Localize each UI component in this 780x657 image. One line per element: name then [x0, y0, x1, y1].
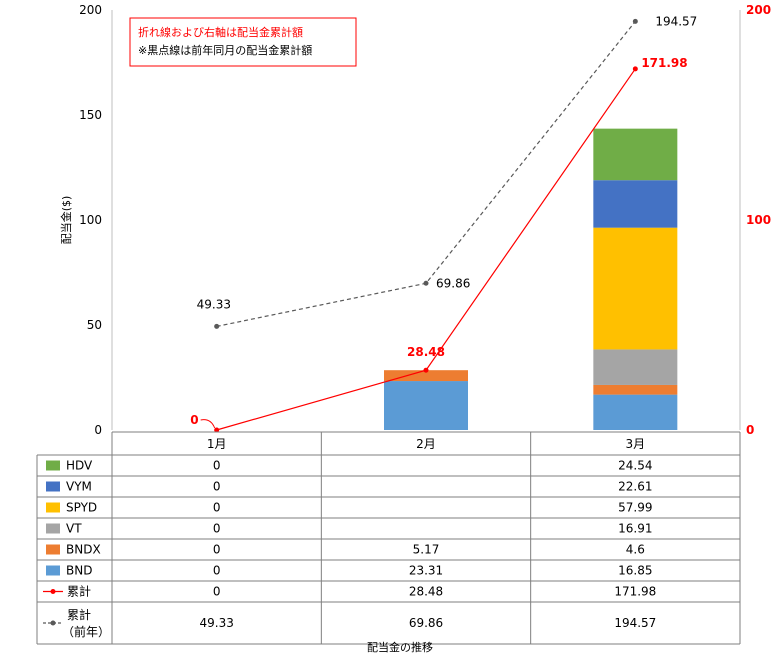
- point-cumulative: [423, 367, 429, 373]
- table-cell: 69.86: [409, 616, 443, 630]
- label-prev-year: 49.33: [197, 297, 231, 311]
- label-prev-year: 194.57: [655, 14, 697, 28]
- bar-spyd: [593, 227, 678, 350]
- table-cell: 0: [213, 522, 221, 536]
- table-cell: 0: [213, 564, 221, 578]
- y2-tick-label: 100: [746, 213, 771, 227]
- table-cell: 0: [213, 459, 221, 473]
- table-cell: 171.98: [614, 585, 656, 599]
- line-prev-year-cumulative: [216, 21, 636, 327]
- table-cell: 24.54: [618, 459, 652, 473]
- point-prev-year: [214, 323, 220, 329]
- legend-swatch: [46, 565, 60, 576]
- legend-swatch: [46, 544, 60, 555]
- table-cell: 49.33: [199, 616, 233, 630]
- legend-label: VYM: [66, 480, 92, 494]
- bar-bndx: [593, 384, 678, 395]
- table-cell: 0: [213, 585, 221, 599]
- table-cell: 57.99: [618, 501, 652, 515]
- table-cell: 16.91: [618, 522, 652, 536]
- table-cell: 22.61: [618, 480, 652, 494]
- y-axis-title: 配当金($): [59, 196, 73, 245]
- table-cell: 0: [213, 501, 221, 515]
- legend-swatch: [46, 481, 60, 492]
- note-line-1: 折れ線および右軸は配当金累計額: [138, 25, 303, 39]
- bar-hdv: [593, 128, 678, 181]
- label-cumulative: 0: [190, 413, 198, 427]
- legend-label: HDV: [66, 459, 93, 473]
- table-cell: 0: [213, 480, 221, 494]
- label-prev-year: 69.86: [436, 276, 470, 290]
- legend-label: SPYD: [66, 501, 97, 515]
- note-box: [129, 17, 357, 67]
- legend-label: 累計: [67, 584, 91, 599]
- legend-swatch: [46, 460, 60, 471]
- label-cumulative: 28.48: [407, 345, 445, 359]
- label-leader: [200, 419, 216, 429]
- label-cumulative: 171.98: [641, 56, 687, 70]
- x-tick-label: 3月: [626, 437, 646, 451]
- x-tick-label: 2月: [416, 437, 436, 451]
- bar-vym: [593, 180, 678, 228]
- table-cell: 16.85: [618, 564, 652, 578]
- y-tick-label: 50: [87, 318, 102, 332]
- table-cell: 28.48: [409, 585, 443, 599]
- x-axis-title: 配当金の推移: [367, 640, 433, 654]
- legend-swatch: [46, 523, 60, 534]
- y-tick-label: 100: [79, 213, 102, 227]
- y-tick-label: 0: [94, 423, 102, 437]
- legend-label: （前年）: [62, 624, 110, 639]
- legend-marker: [50, 620, 56, 626]
- legend-label: 累計: [67, 607, 91, 622]
- table-cell: 0: [213, 543, 221, 557]
- table-cell: 23.31: [409, 564, 443, 578]
- point-cumulative: [632, 66, 638, 72]
- point-prev-year: [423, 280, 429, 286]
- table-cell: 4.6: [626, 543, 645, 557]
- bar-bnd: [384, 381, 468, 430]
- y-tick-label: 150: [79, 108, 102, 122]
- bar-bndx: [384, 370, 468, 382]
- legend-label: BND: [66, 564, 92, 578]
- legend-marker: [50, 589, 56, 594]
- x-tick-label: 1月: [207, 437, 227, 451]
- note-line-2: ※黒点線は前年同月の配当金累計額: [138, 43, 312, 57]
- legend-swatch: [46, 502, 60, 513]
- table-cell: 5.17: [413, 543, 440, 557]
- bar-bnd: [593, 394, 678, 430]
- y-tick-label: 200: [79, 3, 102, 17]
- table-cell: 194.57: [614, 616, 656, 630]
- legend-label: BNDX: [66, 543, 101, 557]
- point-prev-year: [632, 18, 638, 24]
- y2-tick-label: 0: [746, 423, 754, 437]
- point-cumulative: [214, 427, 220, 433]
- legend-label: VT: [66, 522, 82, 536]
- y2-tick-label: 200: [746, 3, 771, 17]
- bar-vt: [593, 349, 678, 385]
